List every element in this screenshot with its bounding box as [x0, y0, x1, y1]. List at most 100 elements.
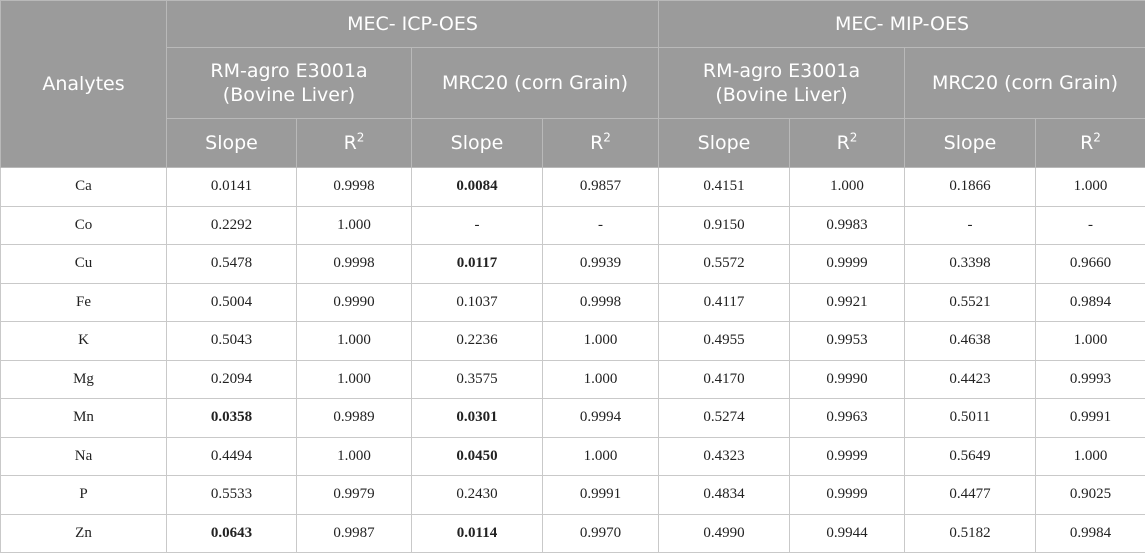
value-cell: 1.000 [297, 206, 412, 245]
value-cell: - [905, 206, 1036, 245]
value-cell: 0.9991 [543, 476, 659, 515]
material-header: MRC20 (corn Grain) [412, 48, 659, 119]
value-cell: 1.000 [297, 322, 412, 361]
value-cell: 0.9150 [659, 206, 790, 245]
value-cell: 0.9991 [1036, 399, 1145, 438]
r-squared-header: R2 [1036, 119, 1145, 168]
r-superscript: 2 [850, 131, 858, 145]
slope-header: Slope [167, 119, 297, 168]
value-cell: 0.0643 [167, 514, 297, 553]
value-cell: 0.3575 [412, 360, 543, 399]
value-cell: 1.000 [543, 437, 659, 476]
value-cell: 1.000 [1036, 168, 1145, 207]
analyte-cell: Zn [1, 514, 167, 553]
analyte-cell: Ca [1, 168, 167, 207]
value-cell: 0.5043 [167, 322, 297, 361]
value-cell: 1.000 [1036, 322, 1145, 361]
value-cell: 0.9999 [790, 476, 905, 515]
value-cell: 0.9994 [543, 399, 659, 438]
value-cell: 0.4323 [659, 437, 790, 476]
value-cell: 0.9970 [543, 514, 659, 553]
value-cell: 0.4170 [659, 360, 790, 399]
value-cell: 0.5004 [167, 283, 297, 322]
analyte-cell: Cu [1, 245, 167, 284]
value-cell: 0.2094 [167, 360, 297, 399]
value-cell: 0.9990 [790, 360, 905, 399]
value-cell: 0.9953 [790, 322, 905, 361]
value-cell: 0.3398 [905, 245, 1036, 284]
value-cell: 0.5521 [905, 283, 1036, 322]
value-cell: 0.0084 [412, 168, 543, 207]
slope-header: Slope [659, 119, 790, 168]
r-label: R [1080, 132, 1093, 154]
value-cell: 0.9857 [543, 168, 659, 207]
value-cell: 0.4151 [659, 168, 790, 207]
slope-header: Slope [412, 119, 543, 168]
analyte-cell: Mg [1, 360, 167, 399]
value-cell: 0.2236 [412, 322, 543, 361]
value-cell: 0.0141 [167, 168, 297, 207]
value-cell: 0.0117 [412, 245, 543, 284]
value-cell: 0.9999 [790, 437, 905, 476]
value-cell: 0.2292 [167, 206, 297, 245]
value-cell: 0.4117 [659, 283, 790, 322]
group-header-icp-oes: MEC- ICP-OES [167, 1, 659, 48]
value-cell: 0.1866 [905, 168, 1036, 207]
value-cell: 0.0358 [167, 399, 297, 438]
slope-header: Slope [905, 119, 1036, 168]
r-label: R [837, 132, 850, 154]
value-cell: 0.9921 [790, 283, 905, 322]
material-subname: (Bovine Liver) [715, 84, 847, 106]
value-cell: 0.9025 [1036, 476, 1145, 515]
value-cell: 0.0450 [412, 437, 543, 476]
value-cell: 1.000 [543, 360, 659, 399]
value-cell: - [543, 206, 659, 245]
material-subname: (Bovine Liver) [223, 84, 355, 106]
table-header: Analytes MEC- ICP-OES MEC- MIP-OES RM-ag… [1, 1, 1145, 168]
value-cell: 0.4834 [659, 476, 790, 515]
analyte-cell: Mn [1, 399, 167, 438]
value-cell: 0.9983 [790, 206, 905, 245]
value-cell: 0.9979 [297, 476, 412, 515]
value-cell: 1.000 [790, 168, 905, 207]
analytes-header: Analytes [1, 1, 167, 168]
value-cell: 0.9894 [1036, 283, 1145, 322]
material-header: RM-agro E3001a(Bovine Liver) [167, 48, 412, 119]
analyte-cell: Co [1, 206, 167, 245]
value-cell: 0.5274 [659, 399, 790, 438]
value-cell: 0.9984 [1036, 514, 1145, 553]
value-cell: 0.4990 [659, 514, 790, 553]
material-name: MRC20 (corn Grain) [442, 72, 628, 94]
value-cell: - [1036, 206, 1145, 245]
value-cell: 0.9998 [297, 168, 412, 207]
value-cell: 0.5011 [905, 399, 1036, 438]
value-cell: 0.9987 [297, 514, 412, 553]
value-cell: 0.4423 [905, 360, 1036, 399]
value-cell: 0.5572 [659, 245, 790, 284]
value-cell: 0.4477 [905, 476, 1036, 515]
r-squared-header: R2 [297, 119, 412, 168]
value-cell: 1.000 [543, 322, 659, 361]
material-name: RM-agro E3001a [703, 60, 860, 82]
value-cell: 0.0114 [412, 514, 543, 553]
value-cell: 0.1037 [412, 283, 543, 322]
r-label: R [344, 132, 357, 154]
material-header: RM-agro E3001a(Bovine Liver) [659, 48, 905, 119]
value-cell: 1.000 [297, 437, 412, 476]
value-cell: 0.5649 [905, 437, 1036, 476]
value-cell: - [412, 206, 543, 245]
value-cell: 1.000 [297, 360, 412, 399]
value-cell: 0.5478 [167, 245, 297, 284]
value-cell: 0.9998 [543, 283, 659, 322]
value-cell: 0.9998 [297, 245, 412, 284]
r-superscript: 2 [1093, 131, 1101, 145]
value-cell: 0.2430 [412, 476, 543, 515]
value-cell: 0.4955 [659, 322, 790, 361]
